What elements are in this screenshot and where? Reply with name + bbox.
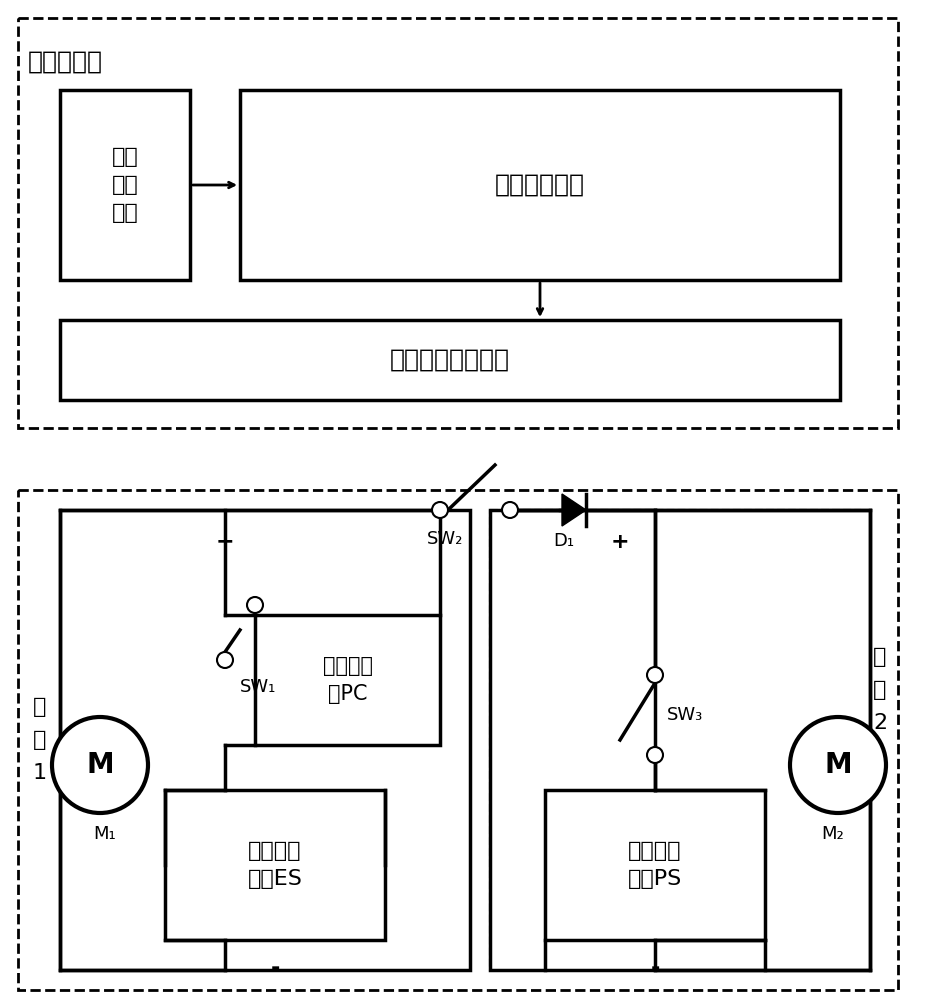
Text: 模式输出控制单元: 模式输出控制单元 <box>390 348 510 372</box>
Bar <box>60 90 190 280</box>
Text: SW₃: SW₃ <box>667 706 703 724</box>
Bar <box>240 90 840 280</box>
Text: -: - <box>651 958 660 978</box>
Text: +: + <box>610 532 629 552</box>
Text: SW₁: SW₁ <box>240 678 276 696</box>
Text: M₂: M₂ <box>822 825 844 843</box>
Text: -: - <box>271 958 280 978</box>
Circle shape <box>247 597 263 613</box>
Text: 信息
测量
单元: 信息 测量 单元 <box>111 147 139 223</box>
Circle shape <box>52 717 148 813</box>
Circle shape <box>790 717 886 813</box>
Bar <box>18 18 898 428</box>
Bar <box>60 510 470 970</box>
Text: SW₂: SW₂ <box>427 530 463 548</box>
Text: 综合控制器: 综合控制器 <box>28 50 103 74</box>
Bar <box>490 510 870 970</box>
Text: D₁: D₁ <box>553 532 575 550</box>
Circle shape <box>647 747 663 763</box>
Bar <box>165 790 385 940</box>
Text: M: M <box>825 751 852 779</box>
Polygon shape <box>562 494 586 526</box>
Bar <box>490 510 860 970</box>
Text: 能量型储
能器ES: 能量型储 能器ES <box>247 841 302 889</box>
Bar <box>60 320 840 400</box>
Circle shape <box>647 667 663 683</box>
Text: M₁: M₁ <box>94 825 116 843</box>
Text: 环
路
2: 环 路 2 <box>873 647 887 733</box>
Bar <box>545 790 765 940</box>
Circle shape <box>217 652 233 668</box>
Text: 环
路
1: 环 路 1 <box>33 697 47 783</box>
Text: 功率型储
能器PS: 功率型储 能器PS <box>628 841 682 889</box>
Bar <box>255 615 440 745</box>
Text: M: M <box>86 751 114 779</box>
Circle shape <box>502 502 518 518</box>
Text: +: + <box>215 532 234 552</box>
Text: 预充电电
路PC: 预充电电 路PC <box>323 656 373 704</box>
Bar <box>18 490 898 990</box>
Circle shape <box>432 502 448 518</box>
Text: 模式选择单元: 模式选择单元 <box>495 173 585 197</box>
